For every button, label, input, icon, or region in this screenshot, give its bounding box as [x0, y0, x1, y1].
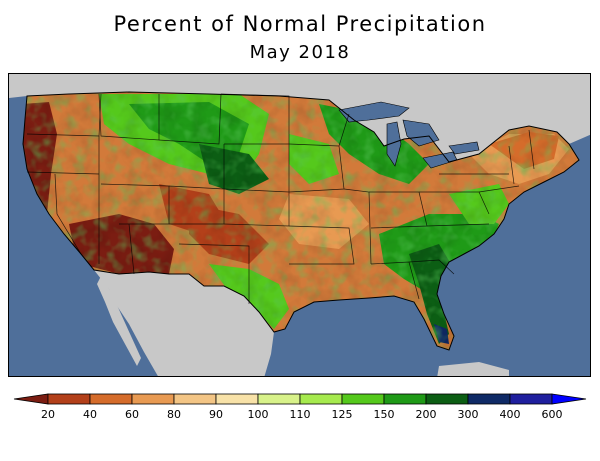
- legend-swatch: [215, 393, 259, 405]
- legend-swatch: [467, 393, 511, 405]
- legend-swatch: [383, 393, 427, 405]
- legend-tick-label: 90: [209, 408, 223, 421]
- cuba-land: [437, 362, 509, 376]
- legend-tick-label: 60: [125, 408, 139, 421]
- legend-tick-label: 20: [41, 408, 55, 421]
- map-svg: [9, 74, 590, 376]
- legend-tick-label: 125: [332, 408, 353, 421]
- map-subtitle: May 2018: [249, 42, 351, 63]
- legend-swatch: [341, 393, 385, 405]
- baja-land: [97, 276, 141, 366]
- legend-arrow-high: [551, 393, 587, 405]
- legend-tick-label: 150: [374, 408, 395, 421]
- legend-tick-label: 100: [248, 408, 269, 421]
- legend-swatch: [509, 393, 553, 405]
- legend-tick-label: 80: [167, 408, 181, 421]
- legend-swatch: [257, 393, 301, 405]
- legend-svg: 20 40 60 80 90 100 110 125 150 200 300 400 600: [13, 393, 587, 421]
- legend-swatch: [131, 393, 175, 405]
- legend-tick-label: 200: [416, 408, 437, 421]
- legend-arrow-low: [13, 393, 49, 405]
- legend-tick-label: 600: [542, 408, 563, 421]
- mexico-land: [94, 270, 274, 376]
- precipitation-map: [8, 73, 591, 377]
- canada-land: [9, 74, 590, 162]
- color-legend: 20 40 60 80 90 100 110 125 150 200 300 400 600: [0, 390, 600, 430]
- legend-swatch: [173, 393, 217, 405]
- state-boundaries: [26, 93, 535, 304]
- legend-swatch: [89, 393, 133, 405]
- legend-tick-label: 300: [458, 408, 479, 421]
- legend-tick-label: 400: [500, 408, 521, 421]
- great-lakes: [338, 101, 480, 169]
- legend-tick-label: 110: [290, 408, 311, 421]
- legend-swatch: [425, 393, 469, 405]
- map-title: Percent of Normal Precipitation: [113, 12, 487, 36]
- legend-tick-label: 40: [83, 408, 97, 421]
- legend-swatch: [299, 393, 343, 405]
- legend-swatch: [47, 393, 91, 405]
